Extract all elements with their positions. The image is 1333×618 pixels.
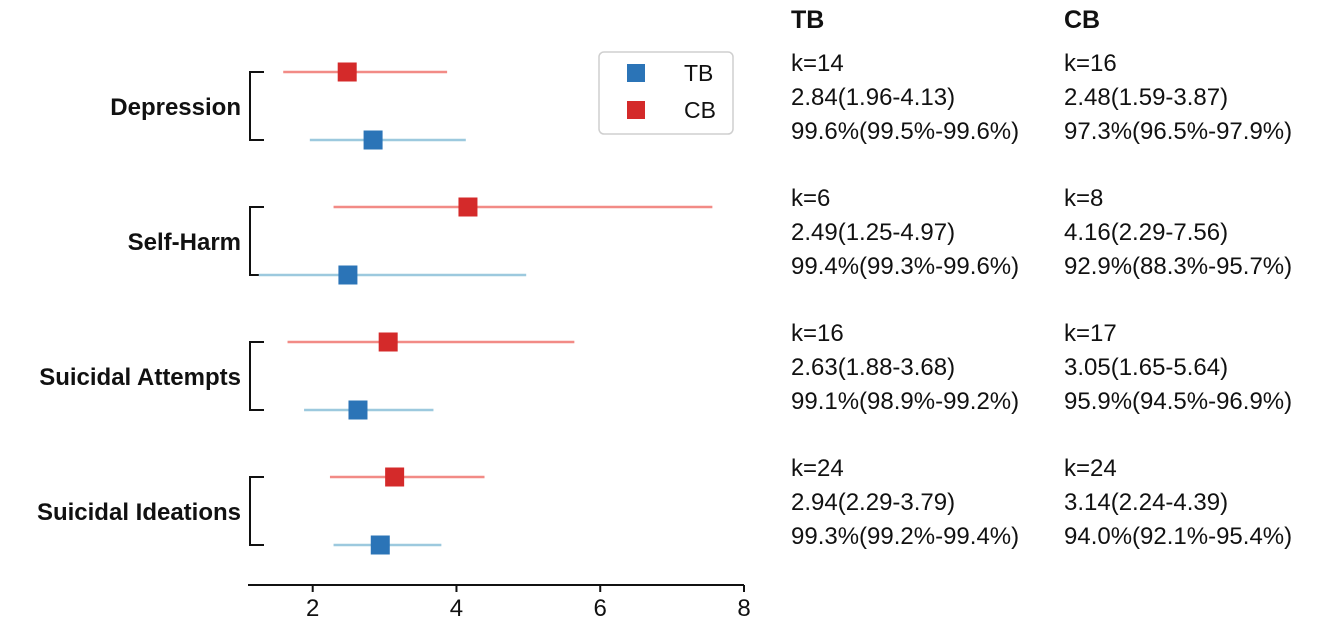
stats-column-header: TB bbox=[791, 6, 825, 34]
legend-label-tb: TB bbox=[684, 60, 713, 86]
stats-column-header: CB bbox=[1064, 6, 1101, 34]
pooled-estimate: 2.48(1.59-3.87) bbox=[1064, 84, 1229, 111]
x-tick-label: 2 bbox=[306, 595, 319, 618]
x-tick-label: 4 bbox=[450, 595, 463, 618]
outcome-label: Depression bbox=[110, 94, 241, 121]
heterogeneity-i2: 99.1%(98.9%-99.2%) bbox=[791, 388, 1020, 415]
study-count: k=16 bbox=[1064, 50, 1117, 77]
heterogeneity-i2: 92.9%(88.3%-95.7%) bbox=[1064, 253, 1293, 280]
point-marker-tb bbox=[363, 130, 383, 150]
forest-plot: Depression Self-Harm Suicidal Attempts Suic… bbox=[37, 51, 751, 618]
outcome-label: Suicidal Attempts bbox=[39, 364, 241, 391]
pooled-estimate: 3.14(2.24-4.39) bbox=[1064, 489, 1229, 516]
heterogeneity-i2: 99.6%(99.5%-99.6%) bbox=[791, 118, 1020, 145]
outcome-label: Self-Harm bbox=[128, 229, 241, 256]
study-count: k=24 bbox=[1064, 455, 1117, 482]
point-marker-cb bbox=[378, 332, 398, 352]
point-marker-cb bbox=[385, 467, 405, 487]
pooled-estimate: 2.49(1.25-4.97) bbox=[791, 219, 956, 246]
heterogeneity-i2: 99.3%(99.2%-99.4%) bbox=[791, 523, 1020, 550]
legend-label-cb: CB bbox=[684, 97, 716, 123]
outcome-label: Suicidal Ideations bbox=[37, 499, 241, 526]
pooled-estimate: 4.16(2.29-7.56) bbox=[1064, 219, 1229, 246]
point-marker-tb bbox=[338, 265, 358, 285]
group-bracket bbox=[249, 71, 264, 141]
pooled-estimate: 3.05(1.65-5.64) bbox=[1064, 354, 1229, 381]
pooled-estimate: 2.94(2.29-3.79) bbox=[791, 489, 956, 516]
study-count: k=6 bbox=[791, 185, 831, 212]
point-marker-cb bbox=[337, 62, 357, 82]
x-tick-label: 6 bbox=[594, 595, 607, 618]
heterogeneity-i2: 97.3%(96.5%-97.9%) bbox=[1064, 118, 1293, 145]
group-bracket bbox=[249, 341, 264, 411]
study-count: k=17 bbox=[1064, 320, 1117, 347]
study-count: k=14 bbox=[791, 50, 844, 77]
study-count: k=16 bbox=[791, 320, 844, 347]
heterogeneity-i2: 99.4%(99.3%-99.6%) bbox=[791, 253, 1020, 280]
study-count: k=8 bbox=[1064, 185, 1104, 212]
pooled-estimate: 2.84(1.96-4.13) bbox=[791, 84, 956, 111]
heterogeneity-i2: 95.9%(94.5%-96.9%) bbox=[1064, 388, 1293, 415]
legend-swatch-cb bbox=[627, 101, 645, 119]
study-count: k=24 bbox=[791, 455, 844, 482]
pooled-estimate: 2.63(1.88-3.68) bbox=[791, 354, 956, 381]
x-tick-label: 8 bbox=[737, 595, 750, 618]
heterogeneity-i2: 94.0%(92.1%-95.4%) bbox=[1064, 523, 1293, 550]
group-bracket bbox=[249, 476, 264, 546]
point-marker-tb bbox=[348, 400, 368, 420]
legend-swatch-tb bbox=[627, 64, 645, 82]
point-marker-tb bbox=[370, 535, 390, 555]
point-marker-cb bbox=[458, 197, 478, 217]
group-bracket bbox=[249, 206, 264, 276]
